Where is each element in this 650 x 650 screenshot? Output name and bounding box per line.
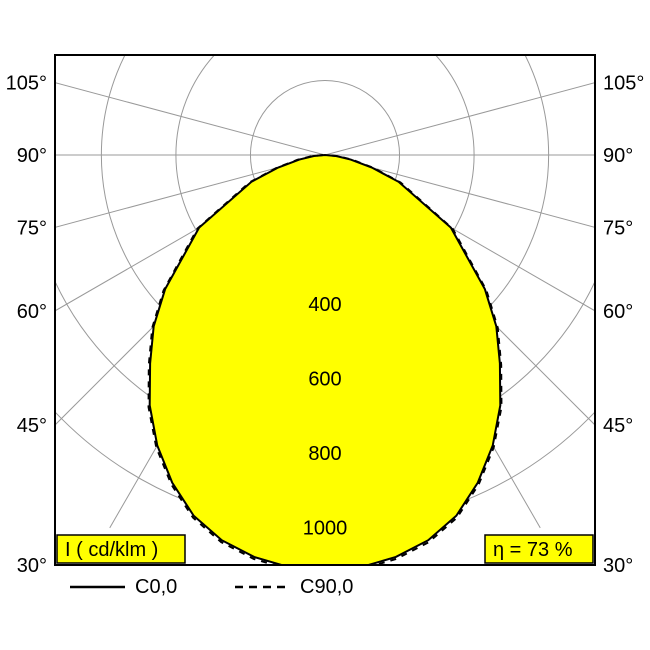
angle-label-right: 60° (603, 301, 633, 323)
angle-label-left: 105° (6, 73, 47, 95)
angle-labels-left: 30° 45° 60° 75° 90° 105° (6, 73, 47, 577)
ring-label: 800 (308, 443, 341, 465)
angle-label-right: 45° (603, 415, 633, 437)
angle-label-left: 30° (17, 555, 47, 577)
unit-label: I ( cd/klm ) (65, 539, 158, 561)
polar-light-distribution-chart: 400 600 800 1000 30° 45° 60° 75° 90° 105° 30° 45°… (0, 0, 650, 650)
ring-label: 1000 (303, 518, 348, 540)
legend: C0,0 C90,0 (70, 576, 353, 598)
unit-box: I ( cd/klm ) (57, 535, 185, 563)
legend-label: C0,0 (135, 576, 177, 598)
angle-label-left: 60° (17, 301, 47, 323)
ring-label: 600 (308, 369, 341, 391)
angle-label-right: 30° (603, 555, 633, 577)
angle-label-left: 75° (17, 217, 47, 239)
legend-label: C90,0 (300, 576, 353, 598)
angle-label-left: 90° (17, 145, 47, 167)
angle-label-right: 90° (603, 145, 633, 167)
angle-labels-right: 30° 45° 60° 75° 90° 105° (603, 73, 644, 577)
angle-label-left: 45° (17, 415, 47, 437)
ring-label: 400 (308, 294, 341, 316)
eta-box: η = 73 % (485, 535, 593, 563)
eta-label: η = 73 % (493, 539, 573, 561)
light-distribution-fill (149, 155, 502, 573)
angle-label-right: 75° (603, 217, 633, 239)
angle-label-right: 105° (603, 73, 644, 95)
